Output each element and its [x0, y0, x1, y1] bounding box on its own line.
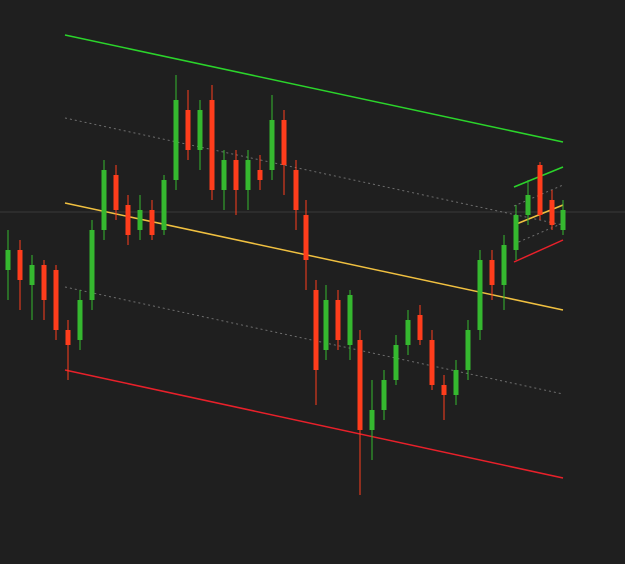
- candle-body: [513, 215, 519, 250]
- candle-body: [233, 160, 239, 190]
- candle-body: [173, 100, 179, 180]
- candle-body: [101, 170, 107, 230]
- candle-body: [465, 330, 471, 370]
- channel-line: [64, 369, 564, 479]
- candle-body: [281, 120, 287, 165]
- candle-body: [453, 370, 459, 395]
- channel-line: [64, 34, 564, 143]
- candle-body: [381, 380, 387, 410]
- candle-body: [303, 215, 309, 260]
- candle-body: [405, 320, 411, 345]
- candle-body: [293, 170, 299, 210]
- candle-body: [441, 385, 447, 395]
- channel-line: [513, 239, 564, 263]
- candle-body: [537, 165, 543, 215]
- candle-body: [393, 345, 399, 380]
- candle-body: [313, 290, 319, 370]
- candle-body: [77, 300, 83, 340]
- candle-body: [501, 245, 507, 285]
- candle-body: [560, 210, 566, 230]
- candle-body: [369, 410, 375, 430]
- candle-body: [53, 270, 59, 330]
- candle-body: [429, 340, 435, 385]
- candle-body: [257, 170, 263, 180]
- candle-body: [269, 120, 275, 170]
- candle-body: [125, 205, 131, 235]
- candle-body: [347, 295, 353, 345]
- candle-body: [549, 200, 555, 225]
- candle-body: [417, 315, 423, 340]
- candle-body: [525, 195, 531, 215]
- candle-body: [161, 180, 167, 230]
- candle-body: [197, 110, 203, 150]
- candle-body: [137, 210, 143, 230]
- candle-body: [209, 100, 215, 190]
- candle-body: [477, 260, 483, 330]
- candle-body: [245, 160, 251, 190]
- candle-body: [323, 300, 329, 350]
- candle-body: [5, 250, 11, 270]
- candle-body: [221, 160, 227, 190]
- candle-body: [29, 265, 35, 285]
- candle-body: [149, 210, 155, 235]
- candle-body: [489, 260, 495, 285]
- candle-body: [185, 110, 191, 150]
- candle-body: [335, 300, 341, 340]
- candle-body: [65, 330, 71, 345]
- candle-body: [41, 265, 47, 300]
- candle-body: [113, 175, 119, 210]
- candle-body: [17, 250, 23, 280]
- candle-body: [357, 340, 363, 430]
- candle-body: [89, 230, 95, 300]
- channel-dotted-line: [513, 222, 564, 245]
